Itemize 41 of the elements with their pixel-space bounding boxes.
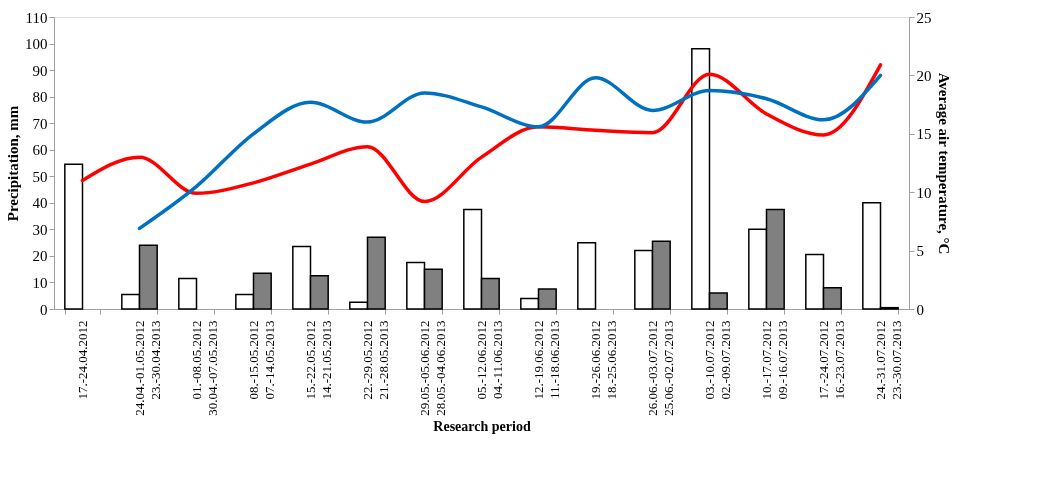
y-tick-label: 60 <box>32 142 48 159</box>
x-tick-label: 12.-19.06.2012 11.-18.06.2013 <box>531 320 562 400</box>
y2-tick-label: 15 <box>916 126 932 143</box>
x-tick-label: 08.-15.05.2012 07.-14.05.2013 <box>246 320 277 400</box>
y-tick-label: 110 <box>25 9 48 26</box>
bar <box>64 163 84 310</box>
x-tick-label: 17.-24.04.2012 <box>75 320 90 400</box>
y-tick-label: 100 <box>25 36 48 53</box>
y-tick-label: 50 <box>32 168 48 185</box>
x-tick-label: 22.-29.05.2012 21.-28.05.2013 <box>360 320 391 400</box>
y2-tick-label: 25 <box>916 9 932 26</box>
y2-tick-label: 5 <box>916 243 924 260</box>
x-tick-label: 29.05.-05.06.2012 28.05.-04.06.2013 <box>417 320 448 416</box>
y-tick-label: 30 <box>32 221 48 238</box>
x-axis-title: Research period <box>433 418 531 434</box>
x-tick-label: 05.-12.06.2012 04.-11.06.2013 <box>474 320 505 400</box>
y2-tick-label: 0 <box>916 301 924 318</box>
y2-tick-label: 20 <box>916 67 932 84</box>
x-tick-label: 19.-26.06.2012 18.-25.06.2013 <box>588 320 619 400</box>
y-tick-label: 0 <box>40 301 48 318</box>
bar <box>178 277 198 310</box>
x-tick-label: 10.-17.07.2012 09.-16.07.2013 <box>759 320 790 400</box>
x-tick-label: 26.06.-03.07.2012 25.06.-02.07.2013 <box>645 320 676 416</box>
y-tick-label: 80 <box>32 89 48 106</box>
y-tick-label: 10 <box>32 274 48 291</box>
y-axis-title: Precipitation, mm <box>5 105 21 222</box>
x-tick-label: 17.-24.07.2012 16.-23.07.2013 <box>816 320 847 400</box>
y-tick-label: 70 <box>32 115 48 132</box>
x-tick-label: 15.-22.05.2012 14.-21.05.2013 <box>303 320 334 400</box>
x-tick-label: 01.-08.05.2012 30.04.-07.05.2013 <box>189 320 220 416</box>
y2-axis-title: Average air temperature, °C <box>935 72 952 255</box>
x-tick-label: 03.-10.07.2012 02.-09.07.2013 <box>702 320 733 400</box>
x-tick-label: 24.-31.07.2012 23.-30.07.2013 <box>873 320 904 400</box>
bar <box>577 241 597 310</box>
y-tick-label: 40 <box>32 195 48 212</box>
y2-tick-label: 10 <box>916 184 932 201</box>
y-tick-label: 20 <box>32 248 48 265</box>
line-series <box>137 73 883 231</box>
x-tick-label: 24.04.-01.05.2012 23.-30.04.2013 <box>132 320 163 416</box>
line-series <box>80 63 883 204</box>
y-tick-label: 90 <box>32 62 48 79</box>
